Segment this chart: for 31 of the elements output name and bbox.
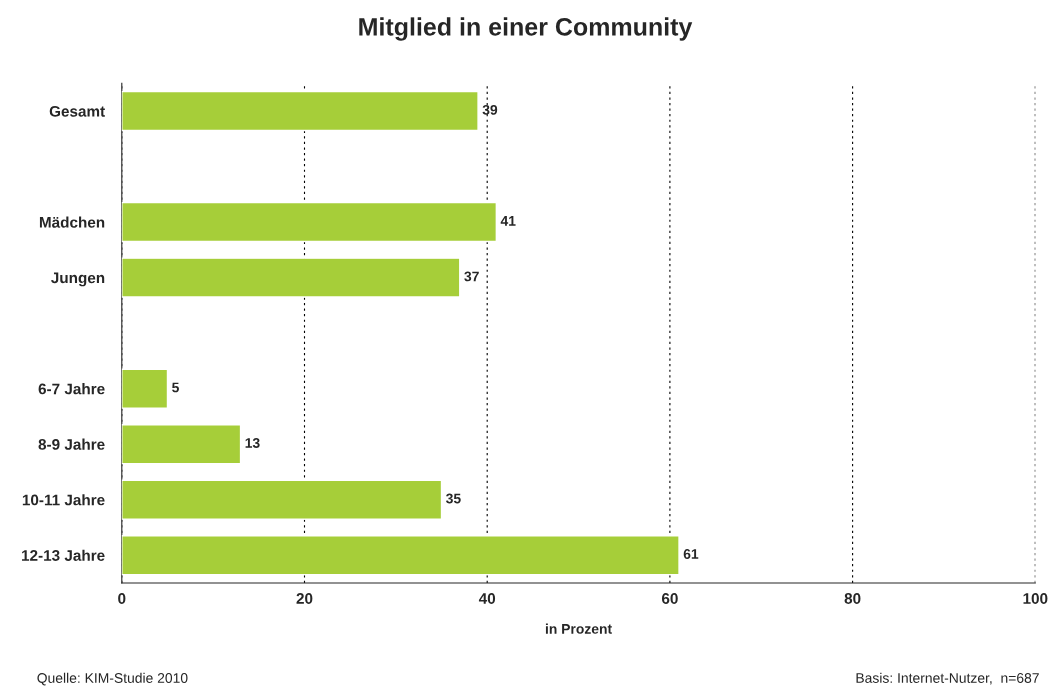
bar (121, 90, 479, 132)
bar (121, 479, 443, 520)
y-tick-label: 8-9 Jahre (38, 438, 105, 450)
x-tick-label: 0 (118, 593, 126, 604)
data-label: 35 (446, 493, 461, 504)
bar (121, 424, 242, 465)
y-tick-label: Gesamt (49, 105, 105, 117)
x-tick-label: 80 (844, 593, 861, 604)
chart-title: Mitglied in einer Community (359, 17, 693, 41)
y-tick-label: 6-7 Jahre (38, 383, 105, 395)
bar (121, 535, 680, 576)
y-tick-label: 10-11 Jahre (22, 494, 105, 506)
x-tick-label: 100 (1023, 593, 1048, 604)
source-note: Quelle: KIM-Studie 2010 (37, 672, 188, 686)
bar (121, 368, 169, 409)
data-label: 5 (172, 382, 179, 393)
data-label: 39 (482, 104, 498, 115)
x-tick-label: 60 (661, 593, 678, 604)
y-tick-label: Mädchen (39, 216, 105, 228)
x-tick-label: 20 (296, 593, 313, 604)
data-label: 41 (500, 216, 516, 226)
text: Basis: Internet-Nutzer, n=687 (856, 672, 1039, 685)
y-tick-label: Jungen (51, 272, 105, 287)
x-tick-label: 40 (478, 593, 496, 604)
bar (121, 201, 498, 243)
data-label: 61 (683, 549, 699, 559)
x-axis-title: in Prozent (545, 623, 612, 634)
bar (121, 257, 461, 298)
y-tick-label: 12-13 Jahre (22, 549, 105, 561)
data-label: 13 (245, 438, 260, 448)
data-label: 37 (464, 271, 479, 282)
